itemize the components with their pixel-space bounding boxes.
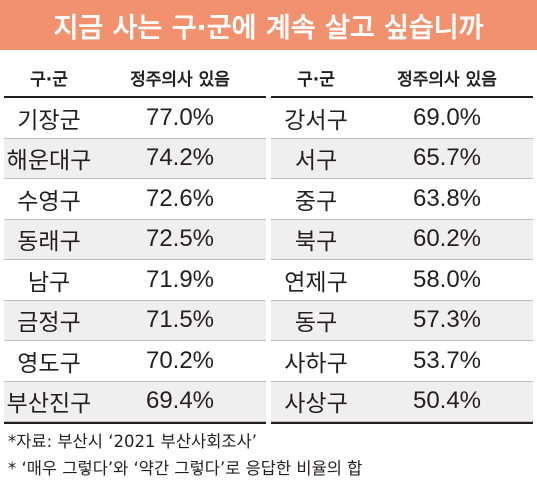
intent-value: 57.3% (412, 306, 482, 334)
method-note: * ‘매우 그렇다’와 ‘약간 그렇다’로 응답한 비율의 합 (8, 459, 363, 478)
header-intent: 정주의사 있음 (130, 69, 230, 90)
table-row: 강서구 69.0% (271, 98, 533, 139)
intent-value: 72.6% (145, 184, 215, 212)
table-body-left: 기장군 77.0% 해운대구 74.2% 수영구 72.6% 동래구 72.5% 남구 71.9%… (4, 98, 266, 424)
header-district: 구·군 (297, 69, 335, 90)
footnotes: *자료: 부산시 ‘2021 부산사회조사’ * ‘매우 그렇다’와 ‘약간 그… (8, 428, 533, 482)
intent-value: 77.0% (145, 103, 215, 131)
table-row: 중구 63.8% (271, 179, 533, 220)
district-name: 연제구 (284, 269, 348, 296)
intent-value: 60.2% (412, 225, 482, 253)
table-row: 수영구 72.6% (4, 179, 266, 220)
district-name: 기장군 (17, 107, 81, 134)
table-row: 동래구 72.5% (4, 219, 266, 260)
district-name: 사하구 (284, 350, 348, 377)
district-name: 해운대구 (6, 148, 92, 175)
table-header: 구·군 정주의사 있음 (4, 58, 266, 98)
district-name: 중구 (294, 188, 338, 215)
table-body-right: 강서구 69.0% 서구 65.7% 중구 63.8% 북구 60.2% 연제구 58.0% 동구 5… (271, 98, 533, 424)
table-row: 사하구 53.7% (271, 341, 533, 382)
title-banner: 지금 사는 구·군에 계속 살고 싶습니까 (0, 0, 537, 50)
district-name: 서구 (294, 148, 338, 175)
header-intent: 정주의사 있음 (397, 69, 497, 90)
district-name: 강서구 (284, 107, 348, 134)
page-title: 지금 사는 구·군에 계속 살고 싶습니까 (53, 12, 484, 44)
table-row: 기장군 77.0% (4, 98, 266, 139)
intent-value: 69.4% (145, 387, 215, 415)
intent-value: 71.9% (145, 265, 215, 293)
intent-value: 65.7% (412, 144, 482, 172)
table-row: 서구 65.7% (271, 138, 533, 179)
table-row: 동구 57.3% (271, 300, 533, 341)
table-left: 구·군 정주의사 있음 기장군 77.0% 해운대구 74.2% 수영구 72.6% 동래구… (4, 58, 266, 424)
table-row: 해운대구 74.2% (4, 138, 266, 179)
intent-value: 71.5% (145, 306, 215, 334)
table-row: 부산진구 69.4% (4, 381, 266, 422)
intent-value: 63.8% (412, 184, 482, 212)
table-row: 사상구 50.4% (271, 381, 533, 422)
district-name: 사상구 (284, 391, 348, 418)
district-name: 수영구 (17, 188, 81, 215)
district-name: 동구 (294, 310, 338, 337)
source-note: *자료: 부산시 ‘2021 부산사회조사’ (8, 432, 258, 451)
table-row: 북구 60.2% (271, 219, 533, 260)
table-row: 금정구 71.5% (4, 300, 266, 341)
district-name: 동래구 (17, 229, 81, 256)
intent-value: 50.4% (412, 387, 482, 415)
district-name: 부산진구 (6, 391, 92, 418)
intent-value: 69.0% (412, 103, 482, 131)
header-district: 구·군 (30, 69, 68, 90)
intent-value: 58.0% (412, 265, 482, 293)
intent-value: 74.2% (145, 144, 215, 172)
table-header: 구·군 정주의사 있음 (271, 58, 533, 98)
district-name: 남구 (27, 269, 71, 296)
residency-table: 구·군 정주의사 있음 기장군 77.0% 해운대구 74.2% 수영구 72.6% 동래구… (0, 58, 537, 424)
district-name: 영도구 (17, 350, 81, 377)
district-name: 북구 (294, 229, 338, 256)
district-name: 금정구 (17, 310, 81, 337)
intent-value: 72.5% (145, 225, 215, 253)
intent-value: 70.2% (145, 346, 215, 374)
table-row: 연제구 58.0% (271, 260, 533, 301)
table-row: 남구 71.9% (4, 260, 266, 301)
intent-value: 53.7% (412, 346, 482, 374)
table-row: 영도구 70.2% (4, 341, 266, 382)
table-right: 구·군 정주의사 있음 강서구 69.0% 서구 65.7% 중구 63.8% 북구 60.2… (271, 58, 533, 424)
